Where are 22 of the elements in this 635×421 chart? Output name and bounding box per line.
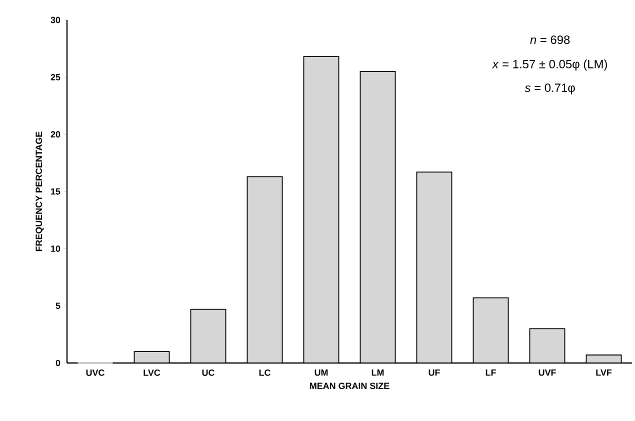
x-tick-label: UF — [428, 370, 440, 376]
y-tick-label: 5 — [56, 302, 60, 309]
annotation: s = 0.71φ — [524, 84, 575, 94]
x-tick-label: UVC — [86, 370, 104, 376]
x-tick-label: UM — [314, 370, 328, 376]
y-tick-label: 30 — [50, 16, 60, 24]
annotation: x = 1.57 ± 0.05φ (LM) — [492, 60, 607, 71]
y-tick-label: 15 — [51, 188, 60, 195]
y-tick-label: 25 — [50, 74, 60, 80]
x-tick-label: LM — [372, 370, 384, 376]
x-tick-label: UVF — [538, 370, 556, 376]
x-tick-label: LC — [259, 370, 270, 376]
y-tick-label: 0 — [56, 360, 60, 366]
y-tick-label: 10 — [51, 245, 60, 252]
x-axis-title: MEAN GRAIN SIZE — [310, 382, 390, 390]
x-tick-label: UC — [202, 370, 214, 376]
x-tick-label: LVF — [596, 370, 612, 376]
x-tick-label: LF — [486, 370, 496, 376]
x-tick-label: LVC — [144, 370, 160, 376]
y-tick-label: 20 — [50, 131, 60, 138]
y-axis-title: FREQUENCY PERCENTAGE — [36, 132, 44, 252]
annotation: n = 698 — [530, 36, 570, 44]
